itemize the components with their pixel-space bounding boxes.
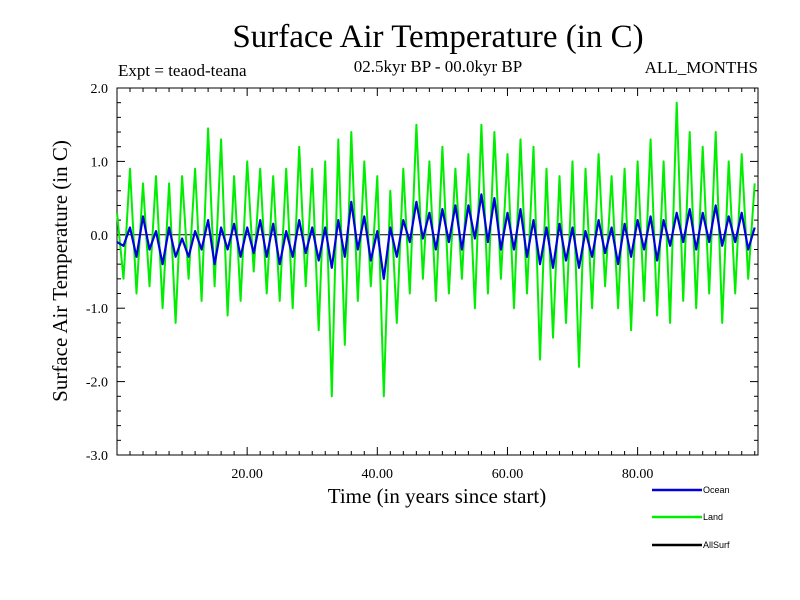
x-tick-label: 40.00 [362, 467, 394, 482]
series-line-land [116, 101, 756, 398]
tick-labels: 20.00 40.00 60.00 80.00 -3.0 -2.0 -1.0 0.0 1.0 2.… [86, 82, 654, 482]
y-tick-label: -3.0 [86, 449, 108, 464]
legend-label: Land [703, 512, 723, 522]
legend-item-ocean: Ocean [652, 485, 730, 495]
legend-item-land: Land [652, 512, 723, 522]
x-tick-label: 20.00 [231, 467, 263, 482]
chart-subtitle-left: Expt = teaod-teana [118, 61, 247, 80]
y-axis-label: Surface Air Temperature (in C) [48, 140, 72, 402]
legend-label: AllSurf [703, 540, 730, 550]
y-tick-label: 2.0 [91, 82, 109, 97]
x-tick-label: 80.00 [622, 467, 654, 482]
series-line-ocean [116, 193, 756, 280]
chart-subtitle-center: 02.5kyr BP - 00.0kyr BP [354, 57, 522, 76]
y-tick-label: -1.0 [86, 302, 108, 317]
series-layer [116, 101, 756, 398]
legend: Ocean Land AllSurf [652, 485, 730, 550]
y-tick-label: 0.0 [91, 229, 109, 244]
x-tick-label: 60.00 [492, 467, 524, 482]
legend-item-allsurf: AllSurf [652, 540, 730, 550]
chart-title: Surface Air Temperature (in C) [232, 19, 643, 55]
x-axis-label: Time (in years since start) [328, 484, 547, 508]
chart-subtitle-right: ALL_MONTHS [645, 58, 758, 77]
y-tick-label: -2.0 [86, 376, 108, 391]
y-tick-label: 1.0 [91, 155, 109, 170]
legend-label: Ocean [703, 485, 730, 495]
axis-ticks [117, 87, 758, 456]
